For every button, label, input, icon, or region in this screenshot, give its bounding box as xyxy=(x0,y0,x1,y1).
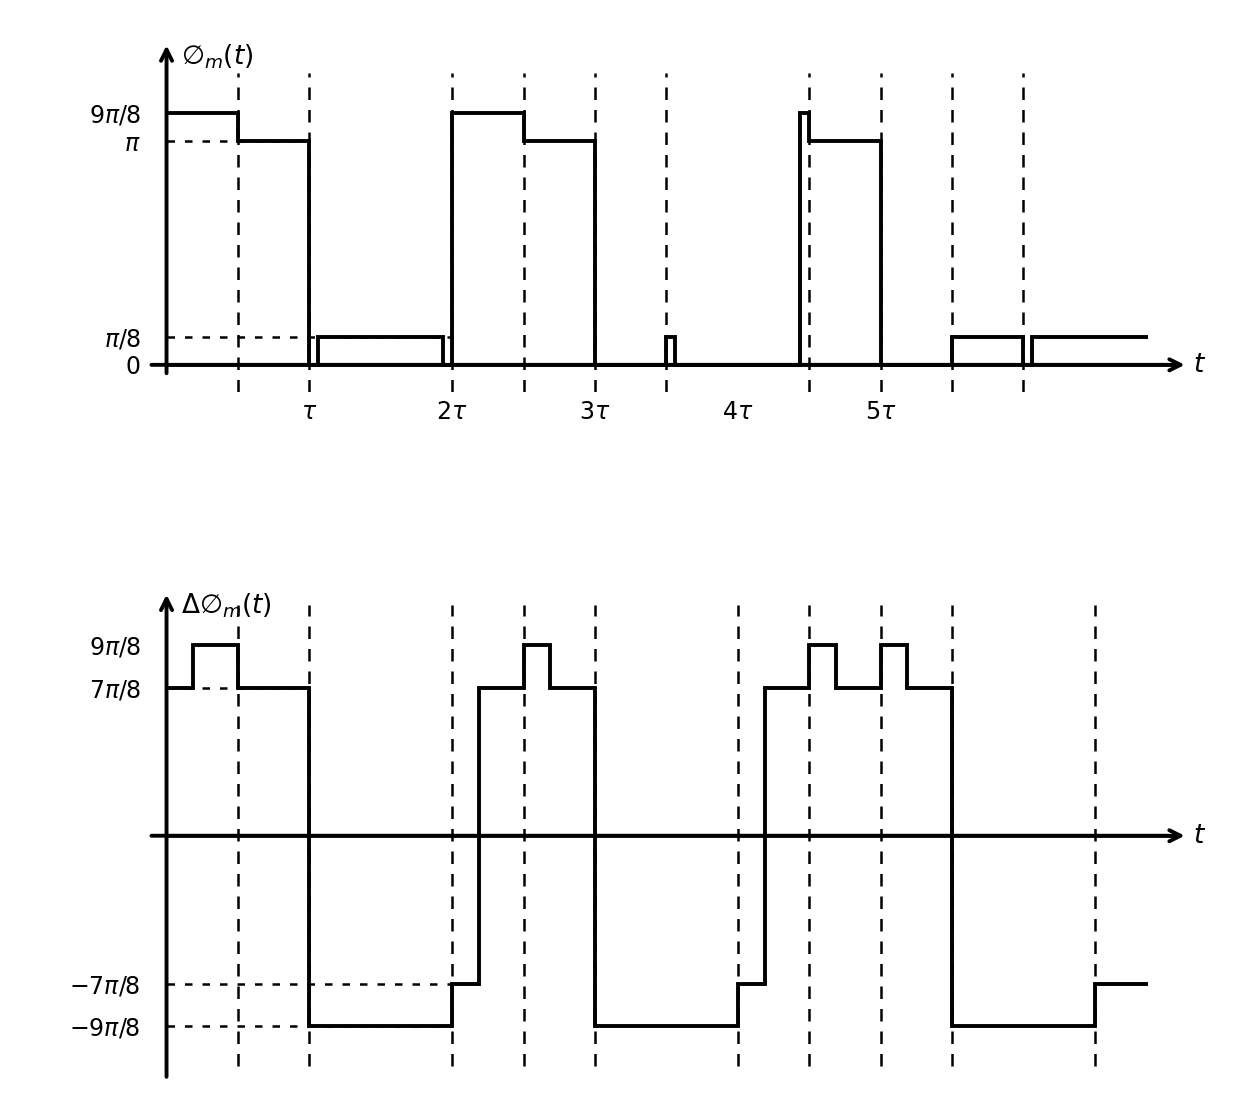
Text: $\varnothing_m(t)$: $\varnothing_m(t)$ xyxy=(181,43,254,71)
Text: $t$: $t$ xyxy=(1193,823,1206,849)
Text: $\Delta\varnothing_m(t)$: $\Delta\varnothing_m(t)$ xyxy=(181,591,271,620)
Text: $t$: $t$ xyxy=(1193,352,1206,377)
